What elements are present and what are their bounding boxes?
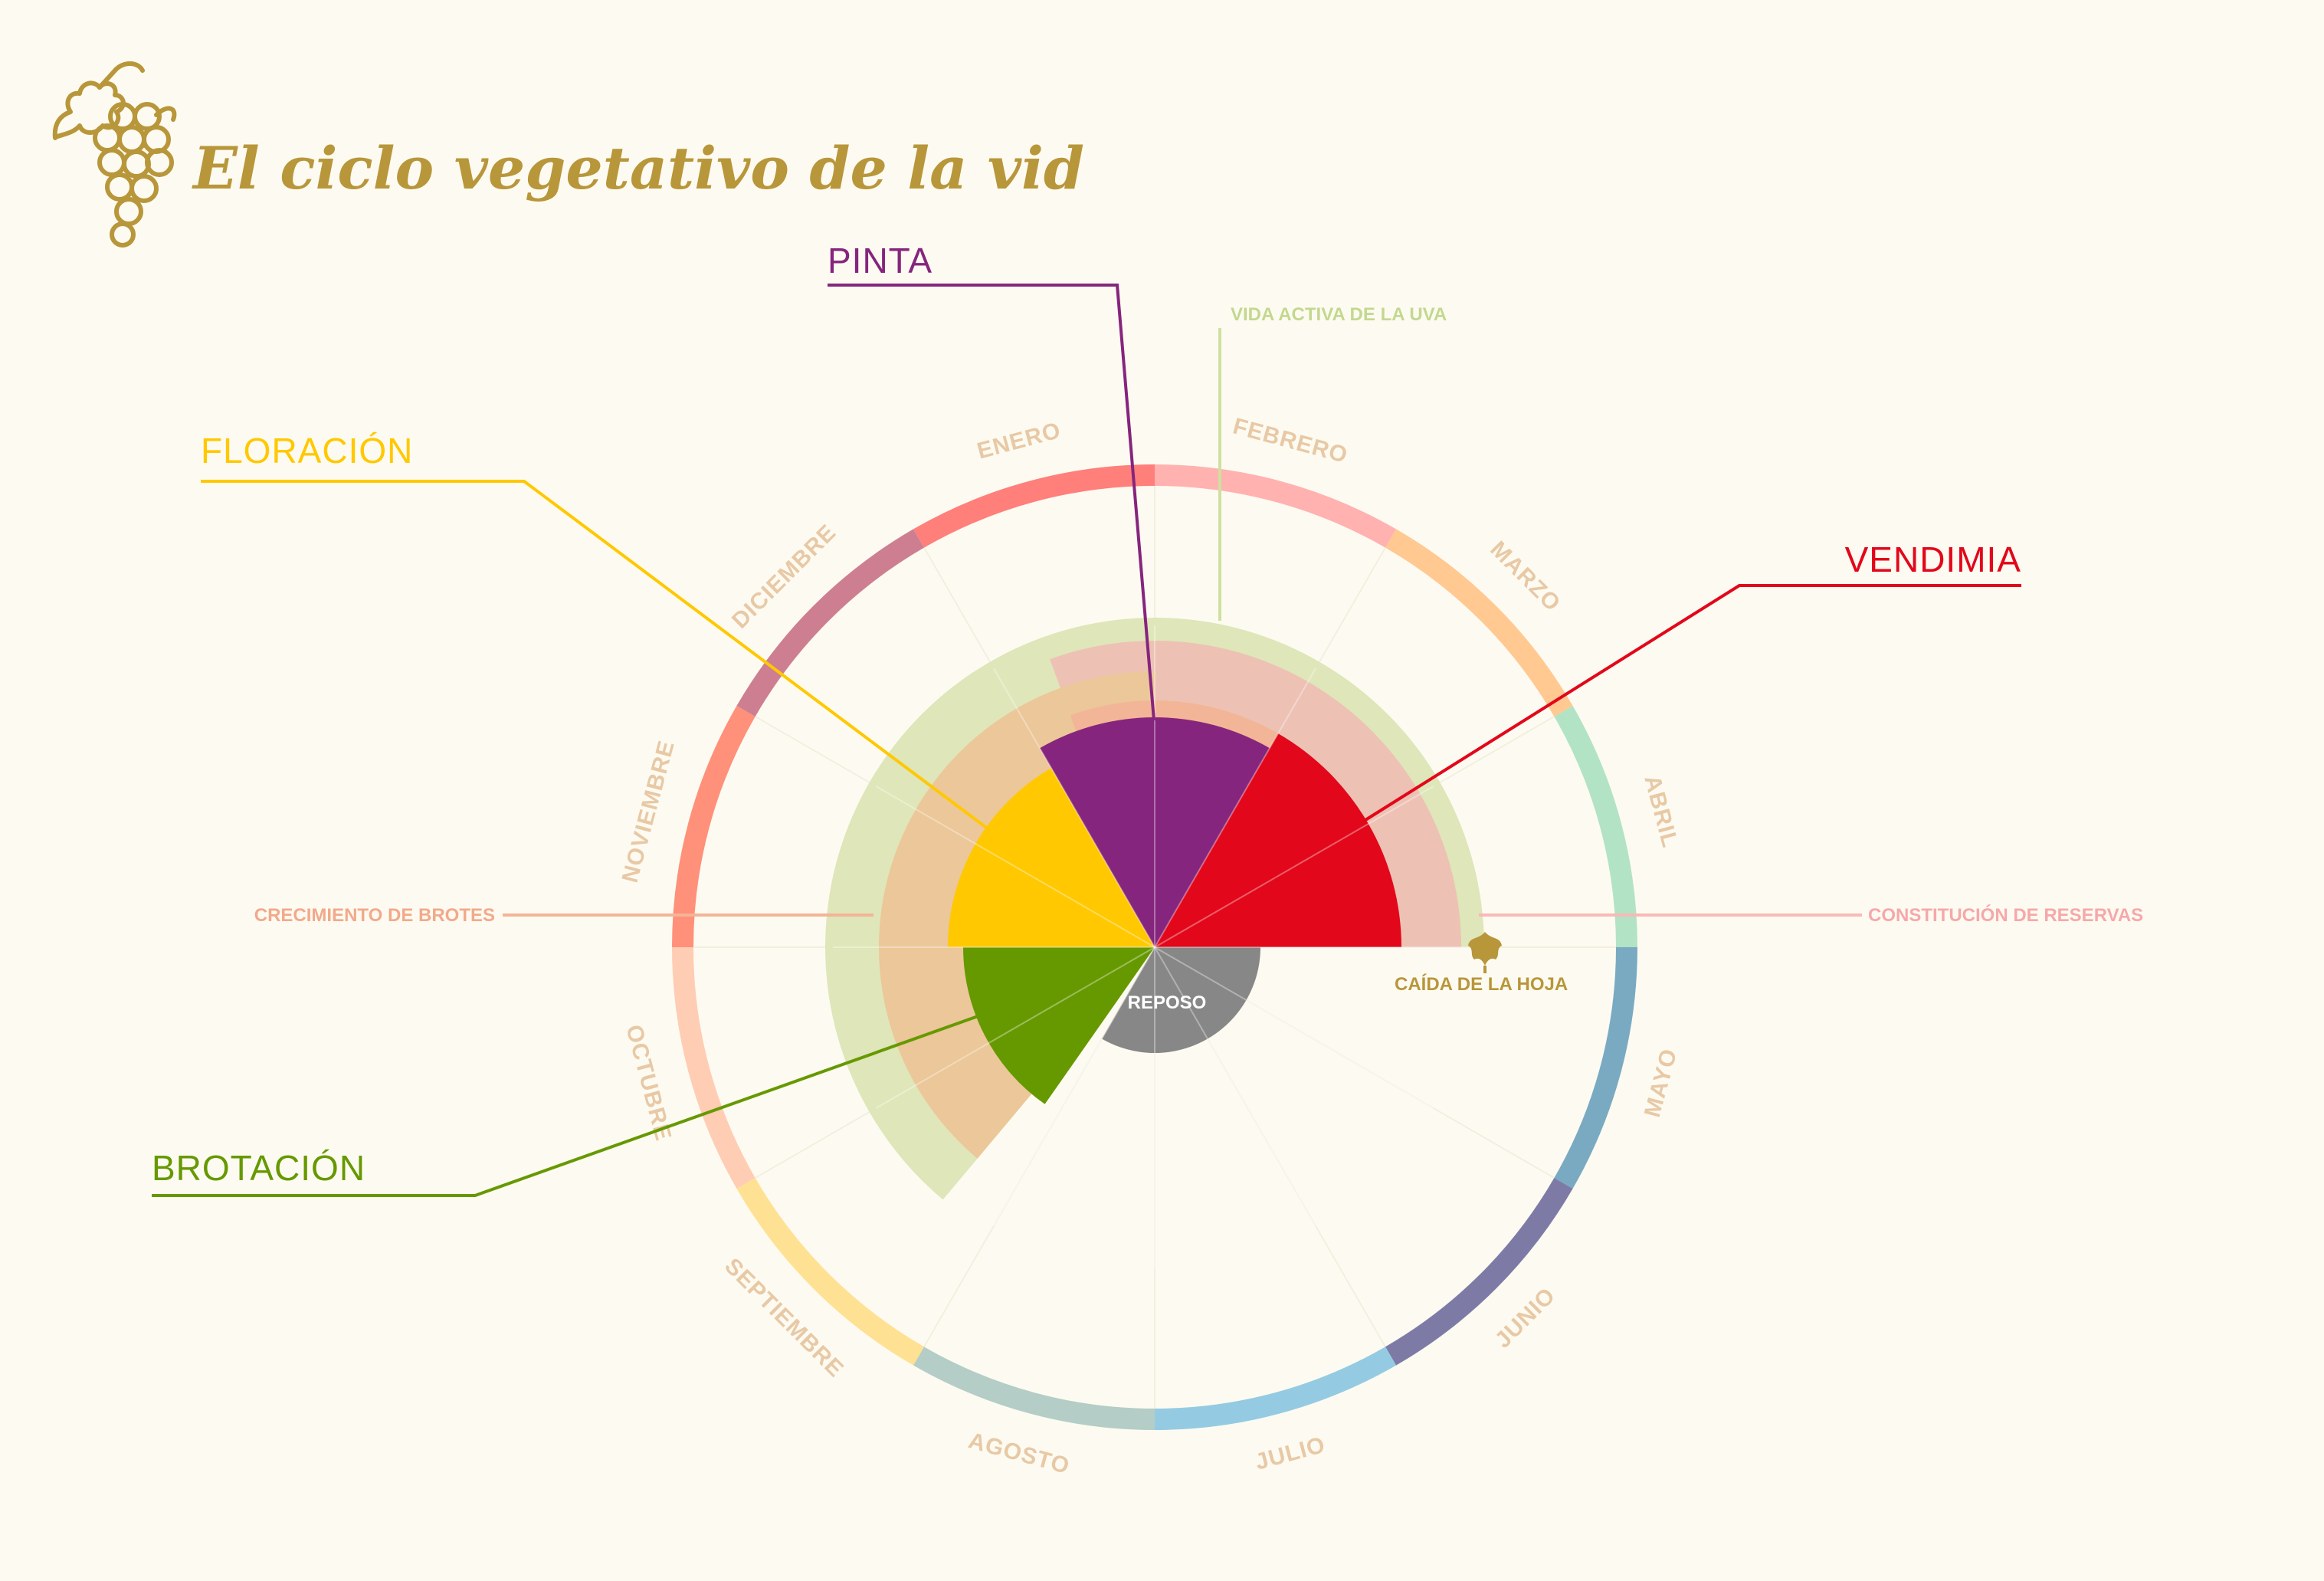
crecimiento-label: CRECIMIENTO DE BROTES <box>254 905 495 926</box>
reservas-label: CONSTITUCIÓN DE RESERVAS <box>1868 904 2143 926</box>
inner-spoke <box>1154 786 1434 948</box>
month-ring-segment-mayo <box>1554 947 1637 1189</box>
month-ring-segment-agosto <box>913 1346 1155 1430</box>
inner-spoke <box>1154 667 1316 948</box>
month-ring-segment-noviembre <box>672 706 756 947</box>
month-ring <box>672 464 1637 1430</box>
brotacion-leader <box>152 1013 983 1197</box>
month-label-marzo: MARZO <box>1485 536 1565 617</box>
vida-activa-label: VIDA ACTIVA DE LA UVA <box>1231 304 1447 325</box>
phase-sectors <box>948 717 1401 1104</box>
brotacion-label: BROTACIÓN <box>152 1148 365 1188</box>
vendimia-label: VENDIMIA <box>1845 540 2021 579</box>
leader-lines <box>152 284 2021 1197</box>
inner-spoke <box>1154 946 1434 1109</box>
inner-spoke <box>993 667 1155 948</box>
month-label-septiembre: SEPTIEMBRE <box>719 1254 848 1383</box>
inner-spoke <box>993 946 1155 1227</box>
month-label-febrero: FEBRERO <box>1231 413 1351 468</box>
month-ring-segment-diciembre <box>736 529 924 717</box>
month-label-agosto: AGOSTO <box>965 1428 1072 1479</box>
month-label-enero: ENERO <box>975 418 1064 464</box>
month-ring-segment-octubre <box>672 947 756 1189</box>
month-label-julio: JULIO <box>1253 1432 1329 1475</box>
grape-bunch-icon <box>52 61 177 248</box>
inner-spoke <box>1154 946 1316 1227</box>
pinta-label: PINTA <box>828 241 933 280</box>
reposo-label: REPOSO <box>1128 992 1207 1013</box>
month-ring-segment-marzo <box>1385 529 1573 717</box>
month-ring-segment-junio <box>1385 1178 1573 1366</box>
inner-spoke <box>875 786 1155 948</box>
month-ring-segment-febrero <box>1155 464 1396 548</box>
inner-spoke <box>875 946 1155 1109</box>
month-label-abril: ABRIL <box>1639 772 1683 851</box>
pinta-leader <box>828 284 1155 721</box>
page-title: El ciclo vegetativo de la vid <box>192 134 1084 202</box>
month-label-noviembre: NOVIEMBRE <box>618 738 680 886</box>
reposo-sector <box>1102 947 1260 1053</box>
month-ring-segment-enero <box>913 464 1155 548</box>
floracion-label: FLORACIÓN <box>201 431 413 471</box>
floracion-sector-inner <box>975 768 1155 947</box>
vine-leaf-icon <box>1468 932 1502 973</box>
month-ring-segment-abril <box>1554 706 1637 947</box>
month-ring-segment-julio <box>1155 1346 1396 1430</box>
month-ring-segment-septiembre <box>736 1178 924 1366</box>
inner-spokes <box>833 625 1477 1269</box>
brotacion-sector <box>963 947 1155 1104</box>
caida-hoja-label: CAÍDA DE LA HOJA <box>1395 973 1568 995</box>
month-label-junio: JUNIO <box>1490 1283 1561 1353</box>
pinta-sector <box>1040 717 1270 947</box>
vendimia-sector <box>1155 733 1401 947</box>
floracion-sector-outer <box>948 844 1155 947</box>
floracion-leader <box>201 480 990 831</box>
month-label-mayo: MAYO <box>1640 1046 1682 1120</box>
vendimia-leader <box>1364 584 2021 822</box>
